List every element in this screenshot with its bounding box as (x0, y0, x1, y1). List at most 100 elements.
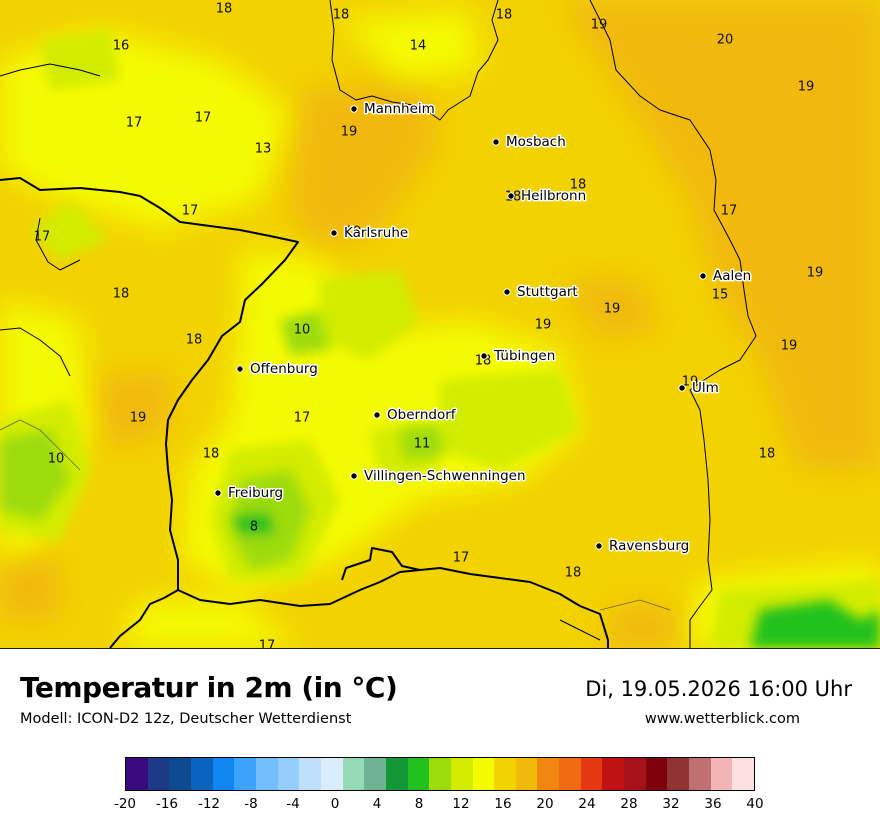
city-dot (678, 384, 686, 392)
legend-swatch (450, 758, 473, 790)
city-dot (350, 105, 358, 113)
legend-swatch (559, 758, 581, 790)
temperature-value: 8 (250, 520, 258, 535)
color-legend (125, 757, 755, 791)
legend-swatch (364, 758, 386, 790)
city-marker[interactable]: Heilbronn (507, 187, 588, 206)
legend-swatch (645, 758, 668, 790)
legend-tick-label: 36 (704, 796, 722, 812)
city-marker[interactable]: Ravensburg (595, 537, 691, 556)
legend-tick-label: 32 (662, 796, 680, 812)
city-name: Freiburg (228, 485, 283, 501)
legend-swatch (320, 758, 343, 790)
temperature-value: 19 (604, 302, 621, 317)
warm-zones (0, 0, 880, 648)
city-name: Oberndorf (387, 407, 457, 423)
legend-swatch (472, 758, 495, 790)
city-name: Villingen-Schwenningen (364, 468, 526, 484)
city-markers: Mannheim Mosbach Heilbronn Karlsruhe Aalen St… (214, 100, 753, 556)
temperature-value: 19 (591, 18, 608, 33)
legend-swatch (169, 758, 191, 790)
legend-swatch (234, 758, 256, 790)
legend-swatch (429, 758, 451, 790)
legend-swatch (212, 758, 235, 790)
temperature-value: 17 (34, 230, 51, 245)
legend-tick-label: 0 (330, 796, 340, 812)
legend-swatch (255, 758, 278, 790)
city-marker[interactable]: Ulm (678, 379, 720, 398)
city-marker[interactable]: Offenburg (236, 360, 319, 379)
forecast-datetime: Di, 19.05.2026 16:00 Uhr (585, 677, 852, 701)
legend-swatch (126, 758, 148, 790)
temperature-value: 11 (414, 437, 431, 452)
legend-swatch (624, 758, 646, 790)
city-dot (214, 489, 222, 497)
city-marker[interactable]: Stuttgart (503, 283, 579, 302)
temperature-value: 18 (565, 566, 582, 581)
city-name: Stuttgart (517, 284, 578, 300)
city-dot (480, 352, 488, 360)
footer: Temperatur in 2m (in °C) Modell: ICON-D2… (0, 648, 880, 831)
city-marker[interactable]: Karlsruhe (330, 224, 410, 243)
temperature-value: 17 (721, 204, 738, 219)
city-name: Heilbronn (521, 188, 586, 204)
cold-spots (0, 310, 880, 648)
legend-tick-label: -12 (197, 796, 221, 812)
legend-tick-label: 8 (414, 796, 424, 812)
temperature-value: 13 (255, 142, 272, 157)
legend-tick-label: -4 (286, 796, 300, 812)
legend-tick-label: 20 (536, 796, 554, 812)
country-borders (0, 177, 609, 648)
temperature-value: 19 (807, 266, 824, 281)
temperature-value: 18 (496, 8, 513, 23)
rivers (0, 419, 671, 611)
legend-swatch (515, 758, 538, 790)
city-marker[interactable]: Freiburg (214, 484, 285, 503)
legend-tick-label: -16 (155, 796, 179, 812)
temperature-value: 17 (294, 411, 311, 426)
temperature-value: 17 (259, 639, 276, 649)
city-marker[interactable]: Mannheim (350, 100, 436, 119)
temperature-value: 19 (341, 125, 358, 140)
legend-tick-label: 28 (620, 796, 638, 812)
temperature-value: 18 (759, 447, 776, 462)
city-name: Mannheim (364, 101, 435, 117)
legend-swatch (689, 758, 711, 790)
city-dot (330, 229, 338, 237)
legend-swatch (299, 758, 321, 790)
temperature-value: 18 (570, 178, 587, 193)
legend-swatch (710, 758, 733, 790)
legend-ticks: -20 -16 -12 -8 -4 0 4 8 12 16 20 24 28 32 36 40 (114, 796, 764, 816)
city-dot (503, 288, 511, 296)
map-title: Temperatur in 2m (in °C) (20, 671, 398, 704)
city-name: Aalen (713, 268, 751, 284)
legend-tick-label: 12 (452, 796, 470, 812)
city-marker[interactable]: Mosbach (492, 133, 567, 152)
temperature-value: 15 (712, 288, 729, 303)
city-dot (699, 272, 707, 280)
city-marker[interactable]: Oberndorf (373, 406, 458, 425)
legend-swatch (602, 758, 625, 790)
city-marker[interactable]: Villingen-Schwenningen (350, 467, 527, 486)
temperature-value: 10 (48, 452, 65, 467)
temperature-value: 19 (798, 80, 815, 95)
legend-swatch (494, 758, 516, 790)
city-name: Karlsruhe (344, 225, 408, 241)
temperature-map[interactable]: 18 18 18 19 16 14 20 19 17 17 19 13 18 18 17 17 17 19 19 18… (0, 0, 880, 648)
temperature-value: 18 (203, 447, 220, 462)
website-link[interactable]: www.wetterblick.com (644, 711, 800, 727)
legend-swatch (147, 758, 170, 790)
temperature-value: 17 (182, 204, 199, 219)
legend-swatch (580, 758, 603, 790)
legend-tick-label: 40 (746, 796, 764, 812)
city-name: Ulm (692, 380, 719, 396)
city-marker[interactable]: Tübingen (480, 347, 557, 366)
temperature-value: 18 (186, 333, 203, 348)
temperature-value: 16 (113, 39, 130, 54)
temperature-value: 18 (333, 8, 350, 23)
temperature-value: 17 (453, 551, 470, 566)
city-marker[interactable]: Aalen (699, 267, 753, 286)
legend-tick-label: -8 (244, 796, 258, 812)
city-dot (373, 411, 381, 419)
temperature-value: 18 (216, 2, 233, 17)
